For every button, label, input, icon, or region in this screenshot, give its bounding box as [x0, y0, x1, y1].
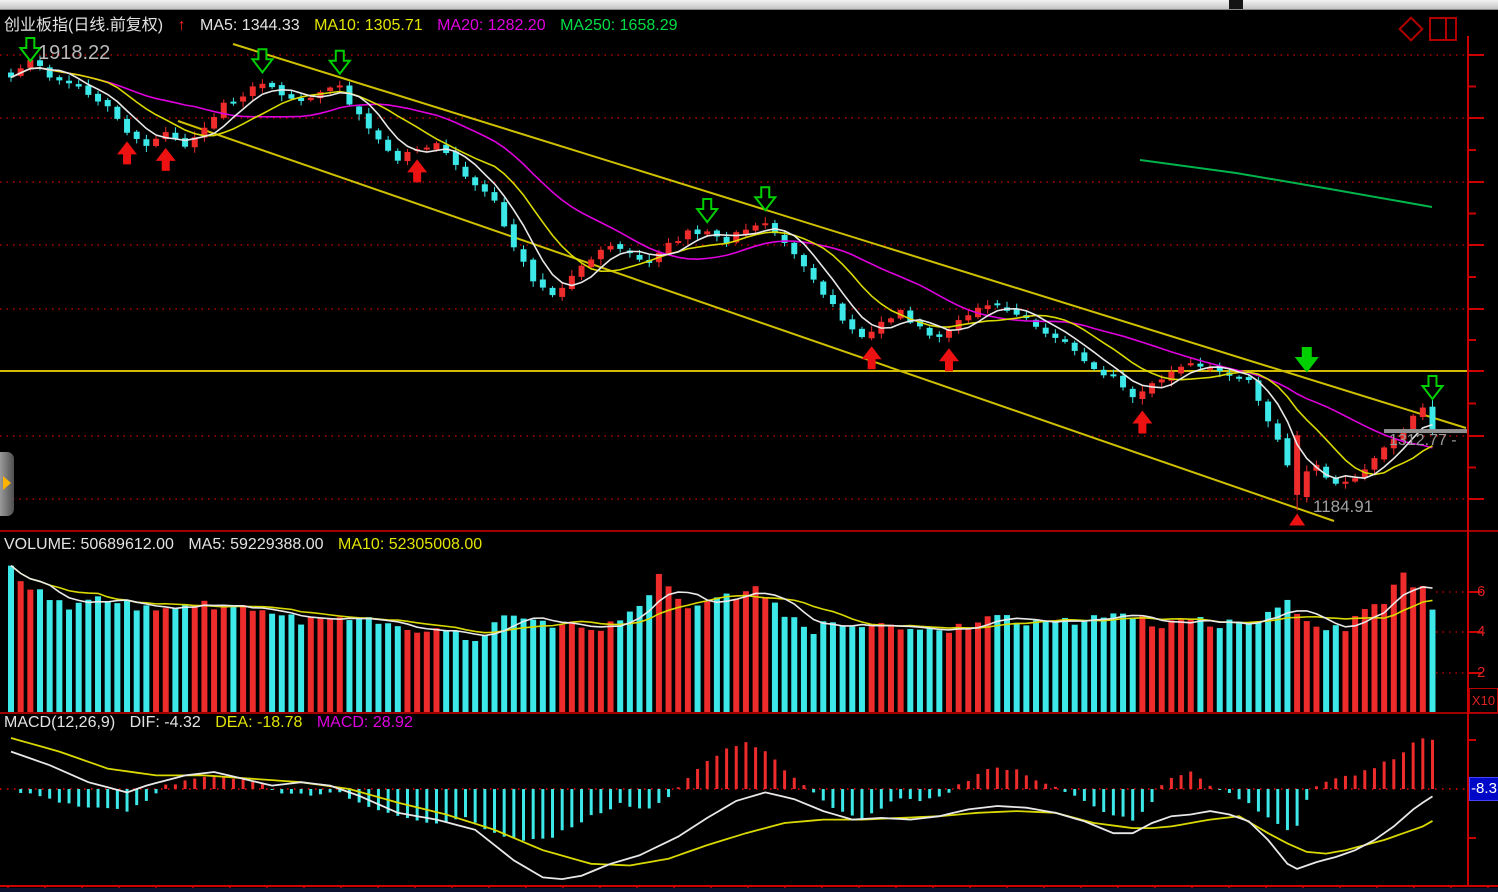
ma5-value: MA5: 1344.33 — [200, 17, 300, 34]
ma250-value: MA250: 1658.29 — [560, 17, 678, 34]
last-price-label: 1312.77 - — [1389, 432, 1457, 449]
dea-value: DEA: -18.78 — [215, 714, 303, 731]
instrument-title: 创业板指(日线.前复权) — [4, 17, 164, 34]
macd-value: MACD: 28.92 — [316, 714, 413, 731]
macd-axis-badge: -8.3 — [1469, 777, 1498, 801]
volume-value: VOLUME: 50689612.00 — [4, 536, 174, 553]
period-high-label: 1918.22 — [38, 42, 111, 64]
volume-unit-box: X10 — [1469, 688, 1498, 713]
vol-axis-6: 6 — [1477, 583, 1486, 600]
top-strip-notch — [1229, 0, 1243, 9]
trend-up-icon: ↑ — [177, 17, 186, 34]
ma10-value: MA10: 1305.71 — [314, 17, 423, 34]
bottom-edge — [0, 888, 1498, 892]
split-window-divider — [1445, 19, 1448, 39]
dif-value: DIF: -4.32 — [129, 714, 201, 731]
main-chart-header: 创业板指(日线.前复权) ↑ MA5: 1344.33 MA10: 1305.7… — [4, 11, 687, 35]
split-window-icon[interactable] — [1429, 17, 1457, 41]
vol-axis-2: 2 — [1477, 664, 1486, 681]
volume-ma5-value: MA5: 59229388.00 — [188, 536, 324, 553]
volume-ma10-value: MA10: 52305008.00 — [338, 536, 483, 553]
volume-header: VOLUME: 50689612.00 MA5: 59229388.00 MA1… — [4, 536, 492, 554]
expand-arrow-icon — [3, 476, 11, 490]
macd-title: MACD(12,26,9) — [4, 714, 116, 731]
vol-axis-4: 4 — [1477, 623, 1486, 640]
period-low-label: 1184.91 — [1313, 497, 1374, 516]
macd-header: MACD(12,26,9) DIF: -4.32 DEA: -18.78 MAC… — [4, 714, 423, 732]
window-top-strip — [0, 0, 1498, 10]
left-expand-tab[interactable] — [0, 452, 14, 516]
ma20-value: MA20: 1282.20 — [437, 17, 546, 34]
